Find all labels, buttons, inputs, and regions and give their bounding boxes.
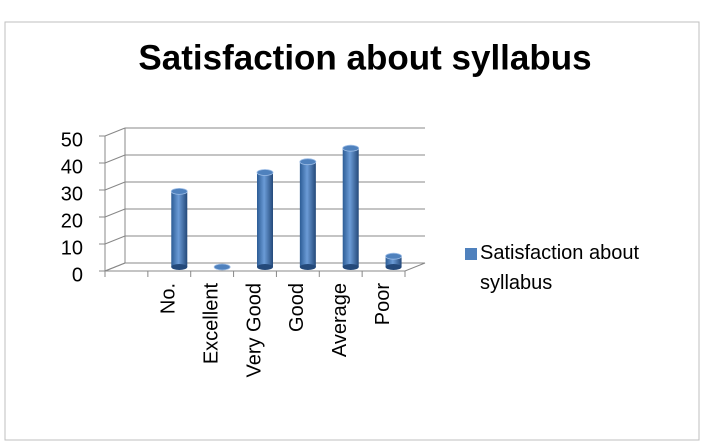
bar-body — [257, 172, 273, 267]
y-tick-label: 50 — [61, 129, 83, 151]
y-tick-label: 10 — [61, 237, 83, 259]
y-tick-label: 30 — [61, 183, 83, 205]
grid-line — [104, 208, 126, 218]
bar-body — [342, 148, 359, 267]
bar-top — [299, 158, 317, 166]
bar-body — [299, 161, 316, 267]
x-tick-label: Average — [329, 283, 351, 357]
bar-base — [171, 264, 188, 270]
grid-line — [104, 262, 126, 272]
legend-label: Satisfaction about syllabus — [480, 242, 639, 294]
y-tick-label: 0 — [72, 264, 83, 286]
bar-body — [171, 191, 188, 267]
grid-line — [104, 181, 126, 191]
grid-line — [104, 127, 126, 137]
bar-top — [342, 144, 360, 152]
bar — [342, 144, 360, 270]
bar-base — [299, 264, 316, 270]
bar — [213, 263, 231, 271]
bar — [385, 252, 402, 270]
y-tick-label: 40 — [61, 156, 83, 178]
bar — [299, 158, 317, 270]
bar — [256, 169, 274, 270]
bar-top — [385, 252, 402, 260]
bar-top — [170, 187, 188, 195]
x-tick-label: Good — [286, 283, 308, 332]
x-tick-label: Excellent — [200, 283, 222, 365]
bar-top — [256, 169, 274, 176]
grid-line — [104, 235, 126, 245]
legend: Satisfaction about syllabus — [480, 242, 639, 294]
chart-title: Satisfaction about syllabus — [138, 38, 591, 77]
bar — [170, 187, 188, 270]
x-tick-label: Very Good — [243, 283, 265, 378]
bar-base — [342, 264, 359, 270]
bar-top — [213, 263, 231, 271]
bar-body — [385, 256, 402, 267]
x-tick-label: No. — [158, 283, 180, 314]
y-tick-label: 20 — [61, 210, 83, 232]
bar-base — [257, 264, 273, 270]
grid-line — [104, 154, 126, 164]
x-tick-label: Poor — [372, 283, 394, 326]
legend-swatch — [465, 248, 477, 260]
bar-base — [385, 264, 402, 270]
plot-area: 0 10 20 30 40 50 No. Excellent Very Good Good Aver… — [61, 127, 426, 378]
